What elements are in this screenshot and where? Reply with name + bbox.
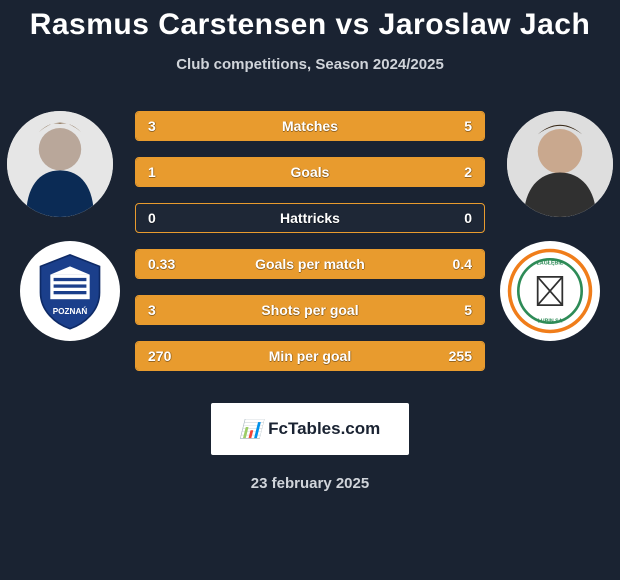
stat-row: 12Goals [135,157,485,187]
stat-row: 270255Min per goal [135,341,485,371]
stat-label: Shots per goal [136,302,484,318]
player-left-avatar [7,111,113,217]
svg-text:ZAGŁĘBIE: ZAGŁĘBIE [537,261,564,267]
season-subtitle: Club competitions, Season 2024/2025 [0,56,620,73]
stat-label: Matches [136,118,484,134]
stat-label: Min per goal [136,348,484,364]
player-right-avatar [507,111,613,217]
stat-bars: 35Matches 12Goals 00Hattricks 0.330.4Goals … [135,111,485,387]
crest-icon: ZAGŁĘBIE LUBIN SA [506,247,594,335]
crest-icon: POZNAŃ [29,250,111,332]
branding-logo-icon: 📊 [240,419,262,440]
stat-row: 35Shots per goal [135,295,485,325]
club-left-crest: POZNAŃ [20,241,120,341]
club-right-crest: ZAGŁĘBIE LUBIN SA [500,241,600,341]
stat-label: Goals [136,164,484,180]
svg-text:LUBIN SA: LUBIN SA [538,319,563,325]
avatar-icon [7,111,113,217]
branding-badge[interactable]: 📊 FcTables.com [211,403,409,455]
stat-label: Goals per match [136,256,484,272]
stat-row: 0.330.4Goals per match [135,249,485,279]
stat-label: Hattricks [136,210,484,226]
snapshot-date: 23 february 2025 [0,475,620,492]
svg-text:POZNAŃ: POZNAŃ [53,306,88,316]
branding-text: FcTables.com [268,419,380,439]
page-title: Rasmus Carstensen vs Jaroslaw Jach [0,0,620,42]
stat-row: 35Matches [135,111,485,141]
avatar-icon [507,111,613,217]
stat-row: 00Hattricks [135,203,485,233]
comparison-panel: POZNAŃ ZAGŁĘBIE LUBIN SA 35Matches 12Goal… [0,101,620,381]
